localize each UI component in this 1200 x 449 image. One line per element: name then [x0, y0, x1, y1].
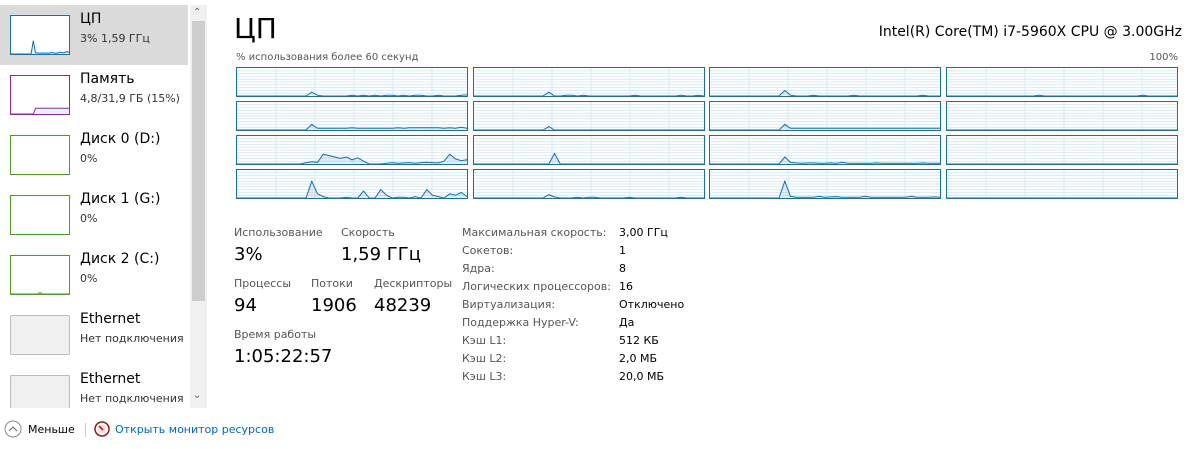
sidebar-item-detail: 0%	[80, 212, 98, 225]
less-label: Меньше	[28, 422, 75, 436]
core-graph	[709, 101, 942, 131]
usage-line	[11, 40, 69, 54]
core-graph	[709, 67, 942, 97]
core-graph	[236, 169, 468, 199]
spec-label: Максимальная скорость:	[462, 226, 607, 239]
core-graph	[472, 135, 705, 165]
resource-list: ЦП 3% 1,59 ГГц Память 4,8/31,9 ГБ (15%) …	[0, 5, 188, 408]
spec-value: 3,00 ГГц	[619, 226, 668, 239]
speed-value: 1,59 ГГц	[341, 244, 422, 265]
uptime-value: 1:05:22:57	[234, 346, 333, 367]
spec-label: Логических процессоров:	[462, 280, 611, 293]
sidebar-item-name: Диск 1 (G:)	[80, 191, 161, 207]
spec-label: Кэш L3:	[462, 370, 507, 383]
core-graph	[946, 169, 1179, 199]
sidebar-item-name: Диск 2 (C:)	[80, 251, 160, 267]
handles-value: 48239	[374, 295, 432, 316]
spec-value: 1	[619, 244, 626, 257]
usage-line	[11, 291, 69, 294]
less-button[interactable]: Меньше	[4, 420, 75, 438]
core-graph	[472, 101, 705, 131]
thumbnail-graph	[10, 315, 70, 355]
thumbnail-graph	[10, 195, 70, 235]
thumbnail-graph	[10, 135, 70, 175]
threads-value: 1906	[311, 295, 357, 316]
sidebar-item[interactable]: Ethernet Нет подключения	[0, 305, 188, 365]
core-graph	[472, 169, 705, 199]
footer: Меньше Открыть монитор ресурсов	[0, 420, 400, 444]
divider	[85, 423, 86, 437]
usage-area	[237, 124, 467, 130]
core-graph	[236, 101, 468, 131]
sidebar-item-name: Память	[80, 71, 135, 87]
uptime-label: Время работы	[234, 328, 317, 341]
usage-area	[237, 154, 467, 164]
open-resource-monitor-label: Открыть монитор ресурсов	[115, 422, 275, 436]
sidebar-item-name: ЦП	[80, 11, 102, 27]
spec-label: Кэш L1:	[462, 334, 507, 347]
usage-value: 3%	[234, 244, 263, 265]
sidebar-item[interactable]: Ethernet Нет подключения	[0, 365, 188, 408]
graph-max-label: 100%	[1149, 52, 1178, 63]
spec-label: Виртуализация:	[462, 298, 556, 311]
processes-value: 94	[234, 295, 257, 316]
core-graph	[236, 67, 468, 97]
usage-label: Использование	[234, 226, 323, 239]
sidebar-item[interactable]: Диск 1 (G:) 0%	[0, 185, 188, 245]
sidebar-item-name: Диск 0 (D:)	[80, 131, 161, 147]
spec-value: 8	[619, 262, 626, 275]
usage-line	[11, 107, 69, 114]
spec-value: 2,0 МБ	[619, 352, 658, 365]
scroll-up-icon[interactable]: ⌃	[193, 7, 202, 18]
sidebar-item[interactable]: Диск 0 (D:) 0%	[0, 125, 188, 185]
threads-label: Потоки	[311, 277, 353, 290]
spec-label: Ядра:	[462, 262, 495, 275]
handles-label: Дескрипторы	[374, 277, 453, 290]
spec-value: Да	[619, 316, 635, 329]
core-graph	[946, 101, 1179, 131]
usage-area	[11, 108, 69, 114]
spec-label: Кэш L2:	[462, 352, 507, 365]
sidebar-item[interactable]: ЦП 3% 1,59 ГГц	[0, 5, 188, 65]
sidebar-item-name: Ethernet	[80, 311, 141, 327]
core-graph	[946, 67, 1179, 97]
spec-label: Поддержка Hyper-V:	[462, 316, 579, 329]
sidebar-scrollbar[interactable]: ⌃ ⌄	[190, 5, 207, 408]
sidebar-item-detail: 3% 1,59 ГГц	[80, 32, 150, 45]
scrollbar-thumb[interactable]	[192, 21, 205, 301]
sidebar-item-detail: Нет подключения	[80, 332, 184, 345]
spec-value: 16	[619, 280, 633, 293]
thumbnail-graph	[10, 375, 70, 408]
spec-value: Отключено	[619, 298, 685, 311]
sidebar-item-detail: Нет подключения	[80, 392, 184, 405]
page-title: ЦП	[234, 12, 277, 45]
chevron-up-circle-icon	[4, 420, 22, 438]
cpu-model: Intel(R) Core(TM) i7-5960X CPU @ 3.00GHz	[878, 24, 1182, 40]
sidebar-item[interactable]: Диск 2 (C:) 0%	[0, 245, 188, 305]
sidebar-item[interactable]: Память 4,8/31,9 ГБ (15%)	[0, 65, 188, 125]
sidebar-item-detail: 0%	[80, 272, 98, 285]
sidebar-item-detail: 4,8/31,9 ГБ (15%)	[80, 92, 180, 105]
processes-label: Процессы	[234, 277, 292, 290]
core-graph	[472, 67, 705, 97]
core-graph	[236, 135, 468, 165]
core-graph	[709, 169, 942, 199]
graph-caption: % использования более 60 секунд	[236, 52, 419, 63]
spec-value: 512 КБ	[619, 334, 659, 347]
sidebar-item-name: Ethernet	[80, 371, 141, 387]
core-graph	[709, 135, 942, 165]
speed-label: Скорость	[341, 226, 395, 239]
sidebar-item-detail: 0%	[80, 152, 98, 165]
thumbnail-graph	[10, 255, 70, 295]
open-resource-monitor-link[interactable]: Открыть монитор ресурсов	[94, 421, 274, 437]
thumbnail-graph	[10, 15, 70, 55]
thumbnail-graph	[10, 75, 70, 115]
usage-area	[11, 292, 69, 294]
spec-label: Сокетов:	[462, 244, 514, 257]
spec-value: 20,0 МБ	[619, 370, 665, 383]
resource-monitor-icon	[94, 421, 110, 437]
core-graph	[946, 135, 1179, 165]
scroll-down-icon[interactable]: ⌄	[193, 390, 202, 401]
